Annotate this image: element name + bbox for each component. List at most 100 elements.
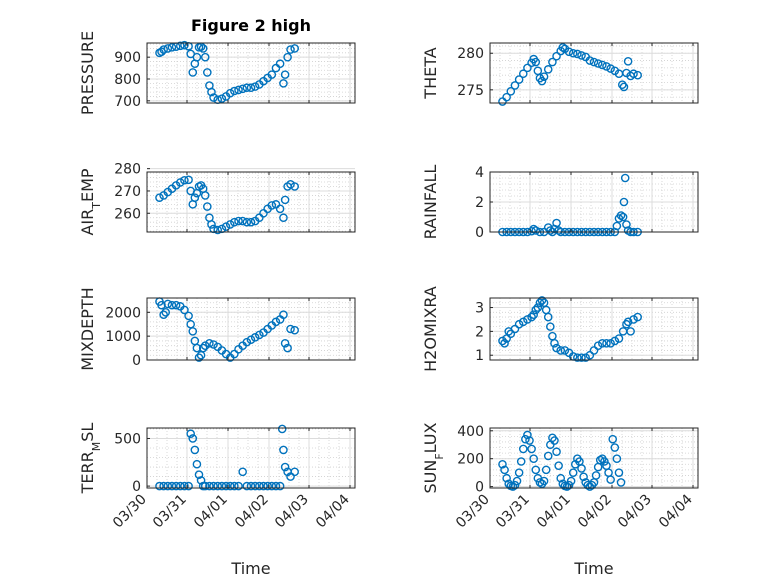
data-series-terr_msl (155, 424, 299, 491)
axes-box (146, 171, 356, 233)
data-point (286, 45, 295, 54)
data-point (242, 83, 252, 93)
data-point (246, 481, 256, 491)
data-point (541, 465, 551, 475)
data-point (616, 211, 626, 220)
data-point (263, 481, 272, 491)
data-point (614, 468, 624, 477)
data-point (623, 56, 633, 66)
data-point (610, 443, 620, 452)
data-series-h2omixra (498, 296, 642, 362)
panel-pressure: 700 800 900 PRESSURE (78, 31, 356, 115)
data-point (606, 475, 615, 484)
y-axis-label: PRESSURE (78, 31, 97, 115)
data-point (531, 57, 541, 67)
y-tick-label: 0 (475, 480, 484, 496)
data-point (529, 310, 538, 319)
y-tick-label: 270 (114, 184, 141, 200)
data-point (180, 481, 189, 491)
data-point (543, 451, 553, 461)
data-point (546, 322, 555, 331)
data-point (514, 468, 524, 477)
data-point (225, 481, 235, 491)
x-tick-label: 03/30 (110, 492, 150, 532)
data-point (500, 339, 509, 348)
y-tick-label: 4 (475, 165, 484, 181)
data-point (529, 454, 538, 463)
data-point (279, 445, 288, 455)
data-point (533, 303, 543, 312)
data-point (230, 481, 239, 491)
minor-grid (490, 428, 698, 488)
data-point (159, 310, 168, 319)
data-point (267, 201, 277, 210)
data-point (217, 481, 227, 491)
data-point (238, 467, 247, 477)
y-tick-label: 3 (475, 301, 484, 317)
data-point (619, 197, 629, 207)
data-point (213, 481, 223, 491)
plot-area (147, 43, 355, 103)
y-tick-label: 260 (114, 206, 141, 222)
data-point (171, 481, 181, 491)
data-point (161, 308, 171, 317)
data-point (531, 465, 541, 475)
data-point (277, 424, 287, 434)
data-point (556, 473, 566, 483)
data-point (629, 69, 638, 79)
y-axis-label: H2OMIXRA (421, 286, 440, 372)
plot-area (490, 43, 698, 103)
data-point (550, 339, 559, 348)
data-point (508, 482, 518, 491)
x-tick-label: 04/03 (272, 492, 312, 532)
data-point (167, 43, 177, 52)
data-point (200, 52, 210, 62)
y-axis-label: THETA (421, 47, 440, 99)
x-tick-label: 04/04 (656, 491, 696, 531)
data-point (209, 340, 218, 349)
y-tick-label: 2000 (105, 305, 141, 321)
data-point (207, 87, 216, 97)
data-point (552, 51, 561, 61)
x-axis-label-left: Time (230, 559, 270, 578)
y-tick-label: 0 (475, 225, 484, 241)
data-point (543, 312, 553, 322)
data-point (188, 434, 198, 443)
data-point (598, 60, 607, 70)
data-point (498, 336, 507, 346)
data-point (579, 472, 588, 482)
data-point (198, 343, 208, 353)
data-point (225, 220, 235, 229)
y-tick-label: 275 (457, 83, 484, 99)
data-point (279, 310, 288, 319)
plot-area (490, 298, 698, 360)
data-point (610, 336, 620, 346)
data-point (550, 436, 559, 445)
y-axis-label: MIXDEPTH (78, 287, 97, 370)
panel-rainfall: 0 2 4 RAINFALL (421, 165, 699, 241)
data-point (171, 300, 181, 310)
data-point (612, 221, 622, 231)
x-tick-label: 04/02 (232, 492, 272, 532)
data-point (622, 220, 631, 229)
data-point (510, 324, 520, 334)
data-point (618, 212, 628, 222)
data-point (566, 476, 576, 486)
data-point (537, 296, 547, 305)
x-tick-label: 03/30 (453, 492, 493, 532)
data-point (213, 225, 223, 235)
data-point (159, 481, 168, 491)
x-tick-label: 04/03 (615, 492, 655, 532)
data-point (581, 353, 590, 362)
data-point (155, 481, 164, 491)
panel-theta: 275 280 THETA (421, 42, 699, 106)
data-point (573, 353, 582, 362)
data-point (200, 341, 210, 350)
data-point (573, 49, 582, 59)
y-tick-label: 200 (457, 452, 484, 468)
axes-box (489, 427, 699, 489)
axes-box (146, 42, 356, 104)
data-point (514, 75, 524, 84)
y-tick-label: 1 (475, 348, 484, 364)
data-point (163, 44, 173, 53)
